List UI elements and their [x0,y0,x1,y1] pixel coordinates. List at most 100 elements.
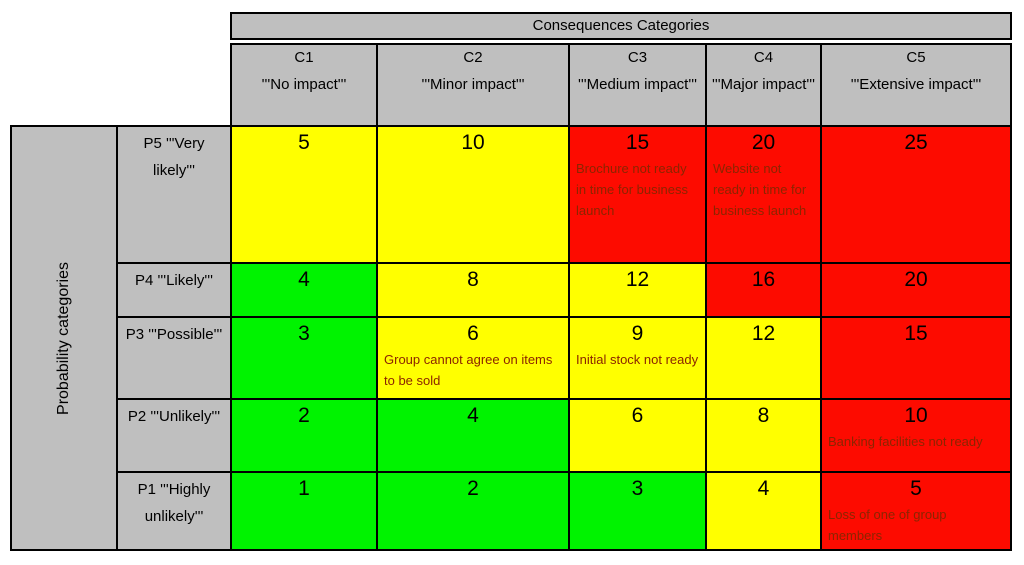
risk-score: 16 [751,268,776,291]
risk-score: 8 [757,404,770,427]
row-header-p4: P4 '''Likely''' [118,264,230,316]
risk-score: 3 [298,322,310,345]
risk-score: 4 [757,477,770,500]
risk-note [378,292,568,295]
risk-score: 25 [904,131,928,154]
col-code: C4 [753,49,774,66]
risk-cell-p3-c1: 3 [232,318,376,398]
risk-cell-p5-c3: 15 Brochure not ready in time for busine… [570,127,705,262]
col-label: '''No impact''' [261,76,347,93]
risk-note [232,292,376,295]
risk-note [378,428,568,431]
risk-note [707,346,820,349]
row-header-p2: P2 '''Unlikely''' [118,400,230,471]
col-header-c2: C2 '''Minor impact''' [378,45,568,125]
risk-score: 10 [904,404,928,427]
risk-cell-p3-c5: 15 [822,318,1010,398]
risk-score: 5 [298,131,310,154]
col-header-c3: C3 '''Medium impact''' [570,45,705,125]
risk-note [707,292,820,295]
col-label: '''Minor impact''' [421,76,525,93]
risk-cell-p4-c2: 8 [378,264,568,316]
risk-score: 12 [751,322,776,345]
risk-score: 4 [298,268,310,291]
consequences-banner: Consequences Categories [230,12,1012,40]
risk-note [570,292,705,295]
risk-note: Brochure not ready in time for business … [576,161,688,218]
risk-cell-p3-c3: 9 Initial stock not ready [570,318,705,398]
risk-cell-p4-c1: 4 [232,264,376,316]
risk-note [707,501,820,504]
risk-cell-p2-c5: 10 Banking facilities not ready [822,400,1010,471]
risk-cell-p4-c4: 16 [707,264,820,316]
col-code: C5 [906,49,926,66]
risk-cell-p1-c3: 3 [570,473,705,549]
risk-note [570,428,705,431]
row-header-p1: P1 '''Highly unlikely''' [118,473,230,549]
risk-matrix-grid: 5 10 15 Brochure not ready in time for b… [230,125,1012,551]
risk-score: 2 [467,477,479,500]
risk-note [232,155,376,158]
risk-score: 10 [461,131,485,154]
risk-cell-p5-c5: 25 [822,127,1010,262]
col-label: '''Medium impact''' [578,76,697,93]
risk-note: Initial stock not ready [576,352,699,367]
risk-note: Loss of one of group members [828,507,947,543]
column-header-row: C1 '''No impact''' C2 '''Minor impact'''… [230,43,1012,127]
col-code: C3 [627,49,648,66]
risk-note [232,501,376,504]
risk-score: 15 [625,131,650,154]
risk-note [822,292,1010,295]
risk-note [232,346,376,349]
risk-cell-p1-c4: 4 [707,473,820,549]
risk-cell-p1-c2: 2 [378,473,568,549]
risk-cell-p2-c4: 8 [707,400,820,471]
risk-score: 20 [751,131,776,154]
risk-score: 2 [298,404,310,427]
risk-note: Group cannot agree on items to be sold [384,352,553,388]
risk-cell-p4-c5: 20 [822,264,1010,316]
risk-note [232,428,376,431]
consequences-banner-title: Consequences Categories [232,14,1010,38]
risk-cell-p2-c3: 6 [570,400,705,471]
col-code: C1 [294,49,314,66]
risk-note [378,501,568,504]
row-header-p5: P5 '''Very likely''' [118,127,230,262]
row-header-p3: P3 '''Possible''' [118,318,230,398]
risk-note: Banking facilities not ready [828,434,983,449]
col-label: '''Extensive impact''' [850,76,982,93]
col-header-c1: C1 '''No impact''' [232,45,376,125]
risk-score: 4 [467,404,479,427]
risk-score: 5 [910,477,922,500]
risk-cell-p3-c4: 12 [707,318,820,398]
risk-score: 12 [625,268,650,291]
risk-cell-p5-c4: 20 Website not ready in time for busines… [707,127,820,262]
risk-score: 20 [904,268,928,291]
risk-note [822,346,1010,349]
col-header-c4: C4 '''Major impact''' [707,45,820,125]
risk-note: Website not ready in time for business l… [713,161,807,218]
risk-score: 3 [631,477,644,500]
col-code: C2 [463,49,483,66]
risk-cell-p5-c1: 5 [232,127,376,262]
probability-axis-cell: Probability categories [12,127,116,549]
risk-score: 8 [467,268,479,291]
risk-cell-p5-c2: 10 [378,127,568,262]
risk-score: 9 [631,322,644,345]
probability-axis-label: Probability categories [55,261,72,415]
risk-note [822,155,1010,158]
col-label: '''Major impact''' [711,76,816,93]
risk-cell-p4-c3: 12 [570,264,705,316]
risk-score: 15 [904,322,928,345]
risk-cell-p1-c5: 5 Loss of one of group members [822,473,1010,549]
risk-note [570,501,705,504]
risk-score: 6 [631,404,644,427]
risk-score: 6 [467,322,479,345]
risk-cell-p1-c1: 1 [232,473,376,549]
risk-cell-p2-c1: 2 [232,400,376,471]
risk-note [707,428,820,431]
risk-cell-p2-c2: 4 [378,400,568,471]
risk-note [378,155,568,158]
risk-score: 1 [298,477,310,500]
